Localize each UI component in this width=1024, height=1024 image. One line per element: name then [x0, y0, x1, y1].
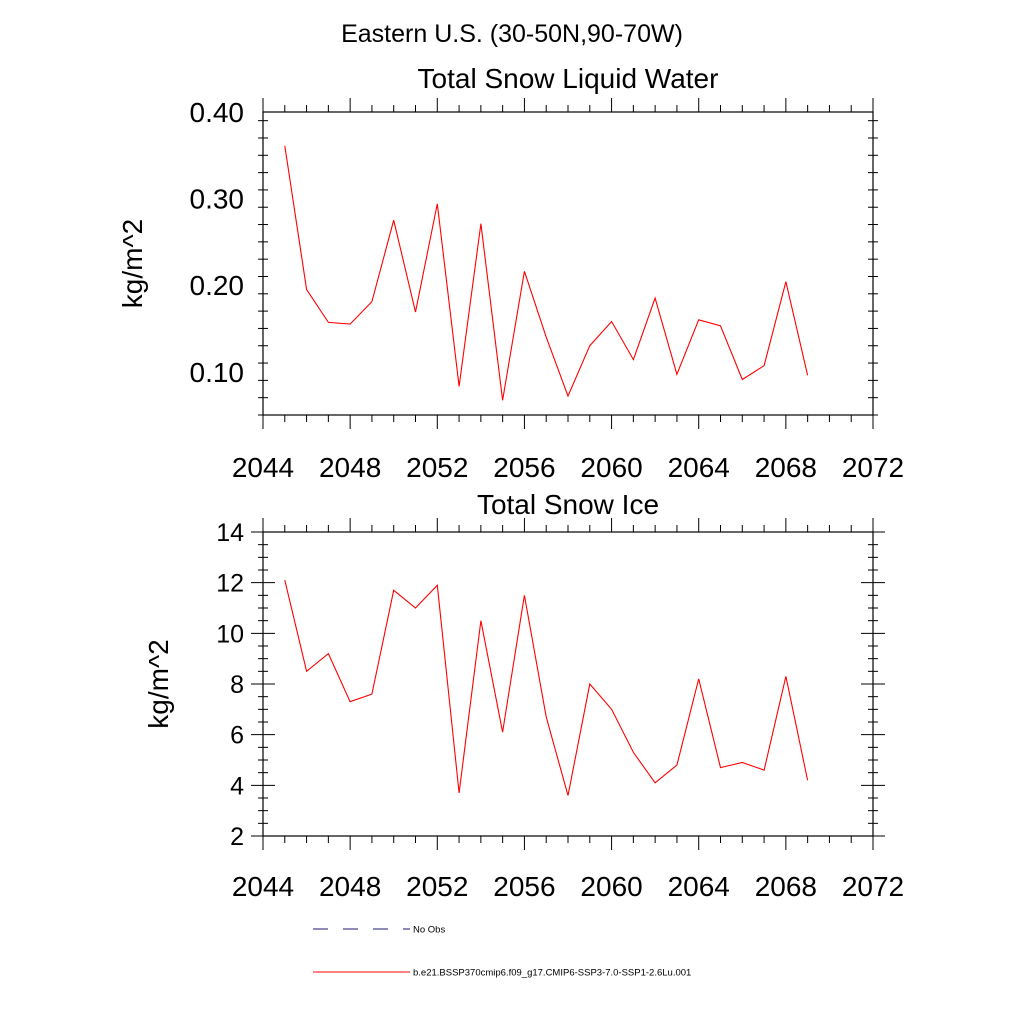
- x-tick-label: 2068: [755, 452, 817, 483]
- y-tick-label: 2: [230, 823, 244, 851]
- x-tick-label: 2072: [842, 452, 904, 483]
- y-tick-label: 4: [230, 772, 244, 800]
- x-tick-label: 2060: [580, 871, 642, 902]
- x-tick-label: 2048: [319, 871, 381, 902]
- x-tick-label: 2052: [406, 452, 468, 483]
- x-tick-label: 2056: [493, 871, 555, 902]
- y-tick-label: 0.30: [190, 184, 245, 215]
- figure-title: Eastern U.S. (30-50N,90-70W): [341, 20, 683, 48]
- y-tick-label: 6: [230, 722, 244, 750]
- y-tick-label: 0.40: [190, 97, 245, 128]
- legend-item-1: No Obs: [313, 925, 445, 936]
- chart-panel-2: Total Snow Ice 2044 2048 2052 2056 2060 2064 20…: [143, 489, 904, 902]
- x-tick-label: 2064: [668, 452, 730, 483]
- x-tick-label: 2048: [319, 452, 381, 483]
- y-axis-label: kg/m^2: [117, 219, 148, 308]
- legend-item-2: b.e21.BSSP370cmip6.f09_g17.CMIP6-SSP3-7.…: [313, 968, 691, 979]
- x-tick-label: 2044: [232, 452, 294, 483]
- x-tick-label: 2052: [406, 871, 468, 902]
- y-axis-label: kg/m^2: [143, 639, 174, 728]
- y-tick-label: 0.20: [190, 270, 245, 301]
- chart-panel-1: Total Snow Liquid Water 2044 2048 2052 2056 2…: [117, 63, 904, 483]
- y-tick-label: 14: [216, 519, 244, 547]
- x-tick-label: 2044: [232, 871, 294, 902]
- y-tick-label: 0.10: [190, 357, 245, 388]
- chart-title: Total Snow Ice: [477, 489, 659, 520]
- series-line-1: [284, 579, 809, 796]
- legend: No Obs b.e21.BSSP370cmip6.f09_g17.CMIP6-S…: [313, 925, 691, 979]
- x-tick-label: 2068: [755, 871, 817, 902]
- y-tick-label: 8: [230, 671, 244, 699]
- x-tick-label: 2072: [842, 871, 904, 902]
- legend-label: No Obs: [413, 925, 445, 936]
- x-tick-label: 2056: [493, 452, 555, 483]
- charts: Total Snow Liquid Water 2044 2048 2052 2056 2…: [117, 63, 904, 902]
- series-line-1: [284, 145, 809, 401]
- y-tick-label: 10: [216, 620, 244, 648]
- legend-label: b.e21.BSSP370cmip6.f09_g17.CMIP6-SSP3-7.…: [413, 968, 691, 979]
- x-tick-label: 2064: [668, 871, 730, 902]
- y-tick-label: 12: [216, 570, 244, 598]
- chart-title: Total Snow Liquid Water: [418, 63, 719, 94]
- x-tick-label: 2060: [580, 452, 642, 483]
